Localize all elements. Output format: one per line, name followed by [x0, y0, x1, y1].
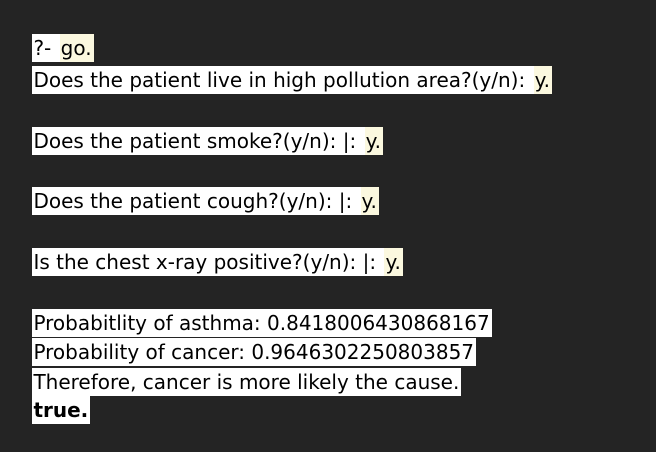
question-line-smoke: Does the patient smoke?(y/n): |: y. — [7, 99, 383, 155]
question-text: Does the patient cough?(y/n): |: — [32, 187, 361, 215]
query-input[interactable]: go. — [59, 34, 94, 62]
query-line: ?- go. — [7, 6, 94, 62]
result-text: Probabitlity of asthma: 0.84180064308681… — [32, 309, 492, 337]
question-text: Does the patient live in high pollution … — [32, 66, 534, 94]
answer-input[interactable]: y. — [384, 248, 403, 276]
question-text: Does the patient smoke?(y/n): |: — [32, 127, 365, 155]
question-line-pollution: Does the patient live in high pollution … — [7, 38, 552, 94]
result-text: Probability of cancer: 0.964630225080385… — [32, 338, 477, 366]
answer-input[interactable]: y. — [533, 66, 552, 94]
answer-input[interactable]: y. — [364, 127, 383, 155]
conclusion-text: Therefore, cancer is more likely the cau… — [32, 368, 462, 396]
conclusion-line: Therefore, cancer is more likely the cau… — [7, 340, 462, 396]
result-line-cancer: Probability of cancer: 0.964630225080385… — [7, 310, 477, 366]
prompt-text: ?- — [32, 34, 60, 62]
question-text: Is the chest x-ray positive?(y/n): |: — [32, 248, 385, 276]
result-line-asthma: Probabitlity of asthma: 0.84180064308681… — [7, 281, 492, 337]
answer-input[interactable]: y. — [360, 187, 379, 215]
question-line-cough: Does the patient cough?(y/n): |: y. — [7, 159, 379, 215]
terminal-window[interactable]: ?- go. Does the patient live in high pol… — [0, 0, 656, 424]
final-line: true. — [7, 368, 91, 424]
question-line-xray: Is the chest x-ray positive?(y/n): |: y. — [7, 220, 403, 276]
final-result-text: true. — [32, 396, 91, 424]
